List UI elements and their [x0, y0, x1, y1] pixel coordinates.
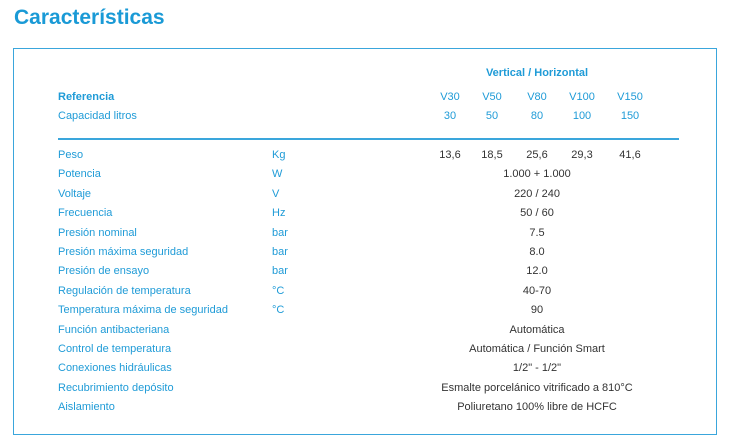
row-unit: bar — [272, 265, 288, 278]
row-label: Potencia — [58, 168, 101, 181]
row-value: Automática — [509, 323, 565, 336]
row-value: 40-70 — [522, 284, 552, 297]
model-name: V150 — [617, 91, 643, 103]
row-label: Presión de ensayo — [58, 265, 150, 278]
row-label: Presión nominal — [58, 226, 137, 239]
row-label: Aislamiento — [58, 401, 115, 414]
row-unit: bar — [272, 246, 288, 258]
header-divider — [58, 138, 679, 140]
row-unit: bar — [272, 226, 288, 239]
row-value: 90 — [530, 304, 544, 317]
row-label: Presión máxima seguridad — [58, 246, 189, 258]
row-value: 18,5 — [481, 149, 503, 161]
row-value: 8.0 — [529, 246, 545, 258]
row-value: Esmalte porcelánico vitrificado a 810°C — [441, 381, 633, 394]
row-unit: Hz — [272, 207, 286, 220]
row-label: Temperatura máxima de seguridad — [58, 304, 228, 317]
model-name: V100 — [569, 91, 595, 103]
row-value: 41,6 — [619, 149, 641, 161]
row-label: Peso — [58, 149, 84, 161]
row-value: 25,6 — [526, 149, 548, 161]
specs-table-box — [13, 48, 717, 435]
capacity-label: Capacidad litros — [58, 110, 137, 122]
row-label: Control de temperatura — [58, 343, 172, 355]
row-value: Automática / Función Smart — [469, 343, 605, 355]
capacity-value: 30 — [443, 110, 457, 122]
row-label: Regulación de temperatura — [58, 284, 191, 297]
row-value: 220 / 240 — [514, 187, 560, 200]
row-value: 12.0 — [526, 265, 548, 278]
row-value: 13,6 — [439, 149, 461, 161]
group-header: Vertical / Horizontal — [485, 67, 589, 79]
row-unit: W — [272, 168, 283, 181]
row-value: 7.5 — [529, 226, 545, 239]
model-name: V50 — [482, 91, 502, 103]
page-title: Características — [14, 6, 165, 29]
row-unit: °C — [272, 304, 285, 317]
row-label: Voltaje — [58, 187, 92, 200]
row-value: 1.000 + 1.000 — [503, 168, 571, 181]
row-unit: °C — [272, 284, 285, 297]
row-label: Función antibacteriana — [58, 323, 170, 336]
row-unit: V — [272, 187, 280, 200]
row-label: Conexiones hidráulicas — [58, 362, 172, 375]
capacity-value: 80 — [530, 110, 544, 122]
row-value: Poliuretano 100% libre de HCFC — [457, 401, 617, 414]
row-value: 29,3 — [571, 149, 593, 161]
capacity-value: 100 — [572, 110, 592, 122]
reference-label: Referencia — [58, 91, 115, 103]
model-name: V80 — [527, 91, 547, 103]
row-label: Frecuencia — [58, 207, 113, 220]
row-label: Recubrimiento depósito — [58, 381, 174, 394]
model-name: V30 — [440, 91, 460, 103]
capacity-value: 50 — [485, 110, 499, 122]
row-value: 1/2" - 1/2" — [512, 362, 562, 375]
row-value: 50 / 60 — [520, 207, 554, 220]
row-unit: Kg — [272, 149, 286, 161]
capacity-value: 150 — [620, 110, 640, 122]
